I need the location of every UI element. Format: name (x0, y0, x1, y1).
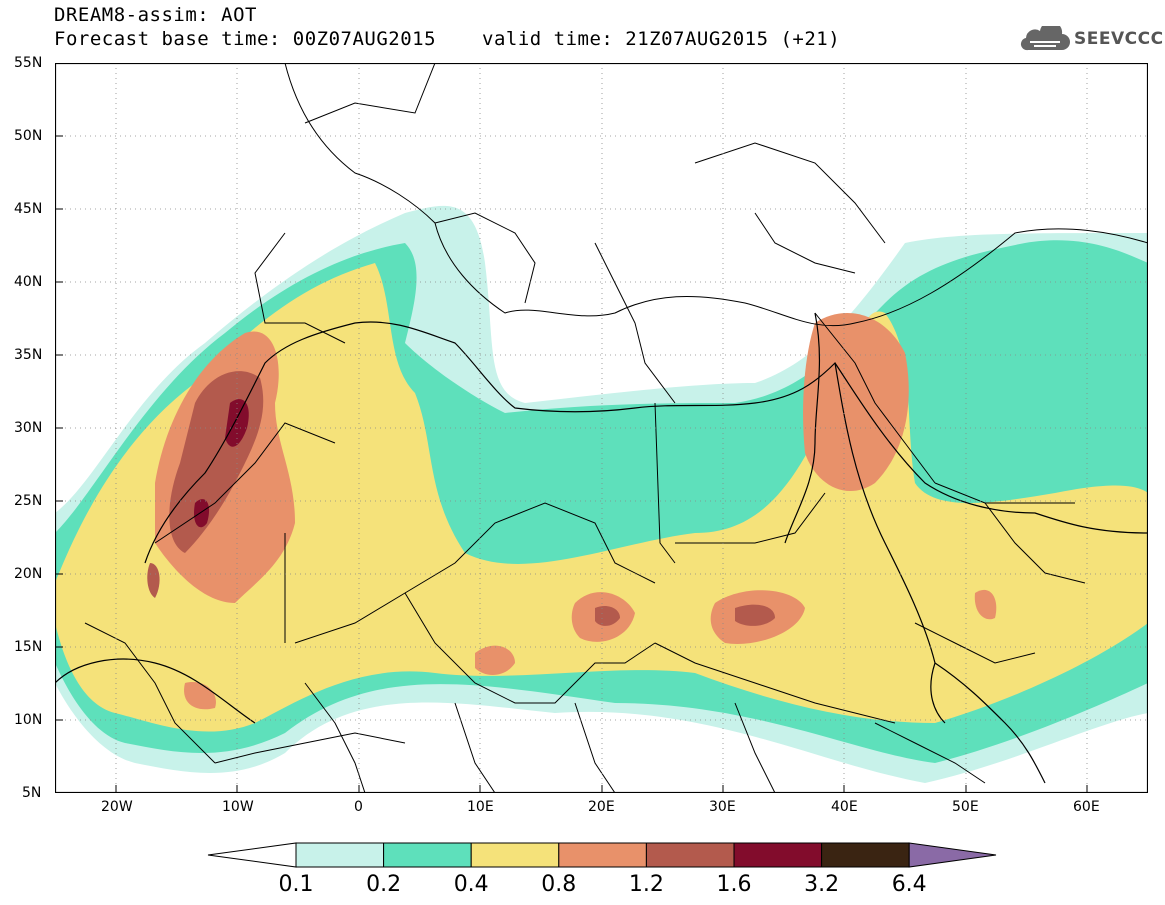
colorbar-box (733, 842, 823, 868)
country-borders (84, 63, 1148, 793)
colorbar-label: 1.2 (628, 872, 664, 897)
axis-ticks (55, 135, 1088, 793)
lon-label: 10W (222, 799, 254, 815)
lon-label: 0 (354, 799, 363, 815)
lon-label: 20W (101, 799, 133, 815)
colorbar-label: 0.2 (366, 872, 402, 897)
colorbar-over-arrow (908, 842, 997, 868)
lon-label: 30E (709, 799, 736, 815)
lat-label: 30N (14, 420, 43, 436)
lat-label: 5N (22, 785, 42, 801)
lat-label: 10N (14, 712, 43, 728)
lat-label: 45N (14, 201, 43, 217)
lon-label: 40E (831, 799, 858, 815)
lat-label: 40N (14, 274, 43, 290)
lon-label: 10E (467, 799, 494, 815)
colorbar-box (295, 842, 385, 868)
coastlines (55, 312, 1148, 784)
title-base-time: Forecast base time: 00Z07AUG2015 (54, 28, 437, 50)
cloud-icon (1020, 26, 1070, 51)
title-valid-time: valid time: 21Z07AUG2015 (+21) (482, 28, 841, 50)
lat-label: 20N (14, 566, 43, 582)
colorbar-label: 0.8 (541, 872, 577, 897)
lon-label: 20E (588, 799, 615, 815)
colorbar-box (470, 842, 560, 868)
colorbar-box (645, 842, 735, 868)
colorbar-label: 3.2 (804, 872, 840, 897)
colorbar-box (383, 842, 472, 868)
colorbar-label: 6.4 (891, 872, 927, 897)
colorbar-label: 0.1 (278, 872, 314, 897)
map-panel (55, 63, 1148, 793)
lon-label: 60E (1073, 799, 1100, 815)
colorbar-label: 1.6 (716, 872, 752, 897)
colorbar-box (821, 842, 910, 868)
lat-label: 35N (14, 347, 43, 363)
aot-map (55, 63, 1148, 793)
title-variable: DREAM8-assim: AOT (54, 4, 257, 26)
lat-label: 50N (14, 128, 43, 144)
logo-text: SEEVCCC (1074, 29, 1164, 49)
aot-field-1.6 (194, 399, 249, 528)
lat-label: 55N (14, 55, 43, 71)
lat-label: 25N (14, 493, 43, 509)
lon-label: 50E (952, 799, 979, 815)
colorbar-label: 0.4 (453, 872, 489, 897)
graticule (55, 63, 1148, 793)
logo: SEEVCCC (1018, 26, 1164, 52)
colorbar-under-arrow (207, 842, 297, 868)
lat-label: 15N (14, 639, 43, 655)
colorbar-box (558, 842, 647, 868)
